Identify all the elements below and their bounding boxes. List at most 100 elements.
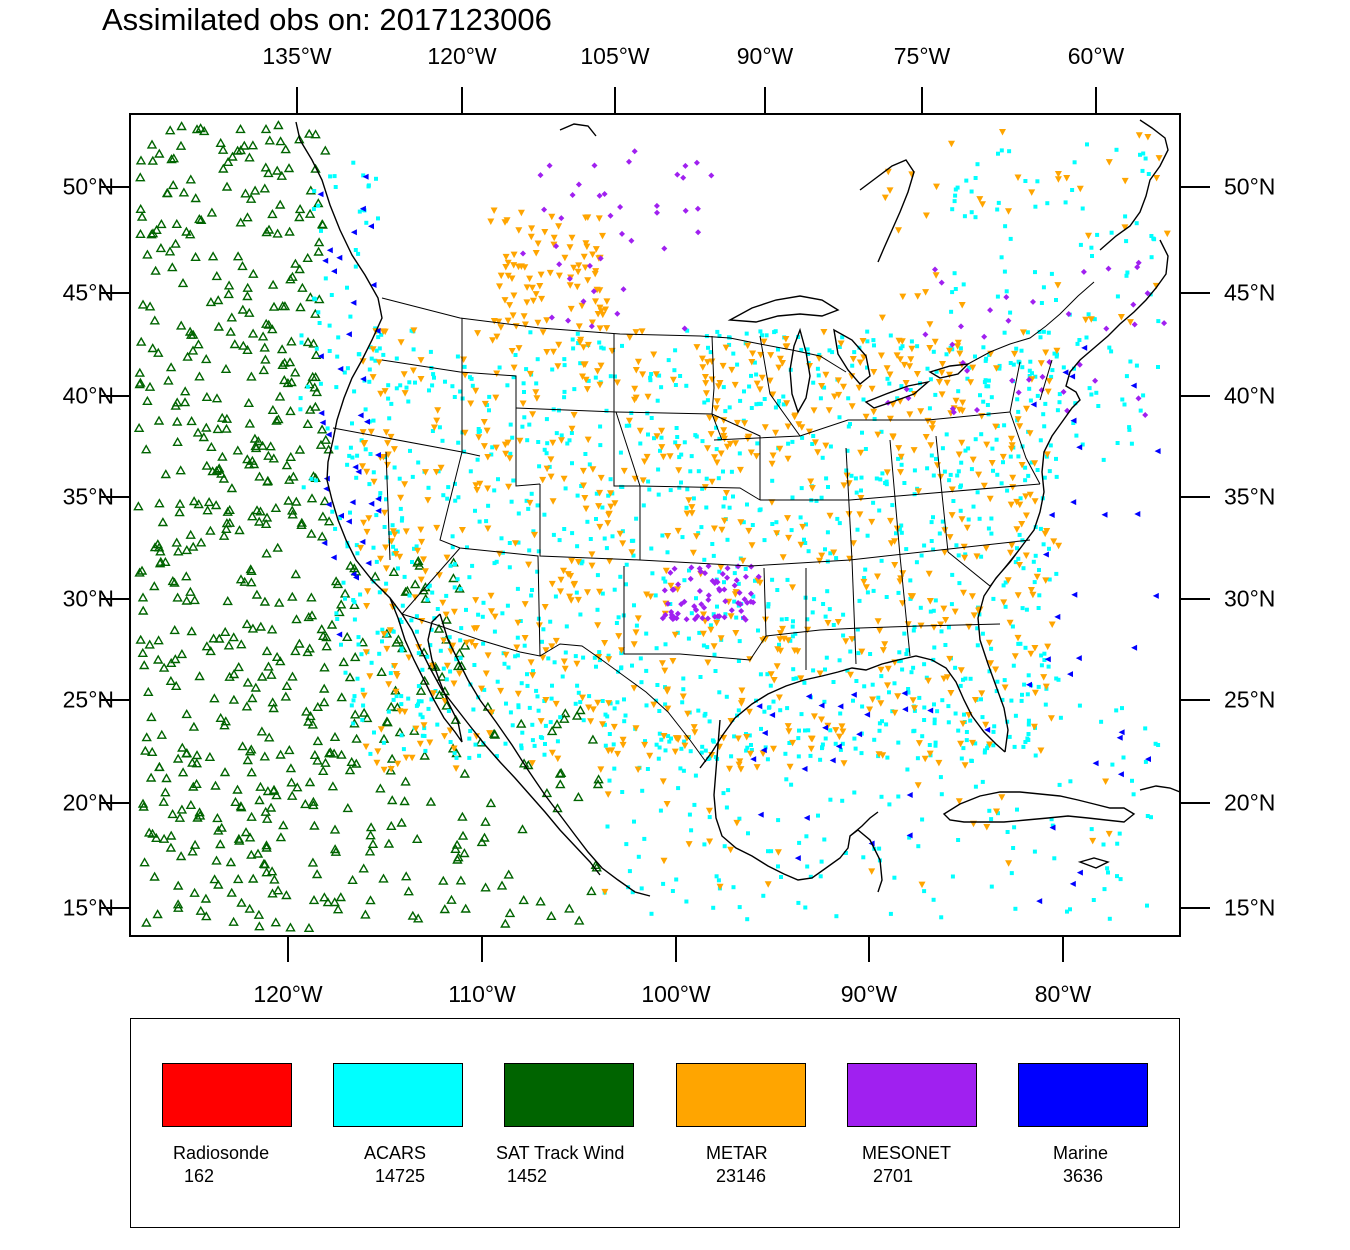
sat-wind-marker: [455, 875, 467, 885]
acars-marker: [380, 639, 384, 644]
marine-marker: [760, 747, 767, 754]
marine-marker: [1048, 512, 1055, 518]
mesonet-marker: [664, 600, 671, 607]
acars-marker: [655, 683, 660, 687]
acars-marker: [1127, 425, 1132, 430]
acars-marker: [602, 536, 607, 541]
acars-marker: [624, 562, 629, 567]
acars-marker: [578, 361, 583, 366]
metar-marker: [492, 444, 500, 452]
acars-marker: [682, 739, 687, 744]
acars-marker: [661, 576, 666, 581]
metar-marker: [955, 451, 963, 458]
acars-marker: [692, 802, 697, 807]
acars-marker: [714, 874, 719, 879]
acars-marker: [335, 617, 340, 621]
metar-marker: [820, 329, 828, 336]
acars-marker: [955, 185, 960, 190]
acars-marker: [897, 650, 902, 655]
metar-marker: [711, 454, 718, 461]
metar-marker: [523, 284, 531, 291]
sat-wind-marker: [271, 415, 282, 425]
metar-marker: [396, 708, 404, 715]
sat-wind-marker: [375, 783, 386, 793]
metar-marker: [891, 538, 899, 545]
metar-marker: [745, 527, 753, 535]
top-lon-label: 135°W: [262, 43, 332, 69]
metar-marker: [759, 750, 767, 757]
acars-marker: [817, 352, 822, 357]
metar-marker: [550, 241, 558, 249]
sat-wind-marker: [304, 643, 315, 653]
acars-marker: [751, 594, 756, 599]
acars-marker: [1010, 624, 1015, 629]
sat-wind-marker: [339, 588, 351, 598]
sat-wind-marker: [309, 749, 321, 759]
sat-wind-marker: [286, 790, 298, 800]
metar-marker: [1040, 674, 1048, 681]
metar-marker: [713, 619, 721, 627]
acars-marker: [682, 578, 687, 583]
acars-marker: [722, 580, 726, 585]
metar-marker: [412, 725, 420, 733]
metar-marker: [818, 552, 826, 560]
acars-marker: [963, 448, 968, 453]
right-lat-label: 40°N: [1224, 382, 1276, 409]
mesonet-marker: [569, 192, 576, 198]
acars-marker: [395, 566, 400, 571]
metar-marker: [619, 741, 627, 749]
acars-marker: [598, 424, 603, 429]
metar-marker: [941, 549, 949, 556]
top-lon-label: 60°W: [1067, 43, 1125, 69]
sat-wind-marker: [253, 516, 265, 526]
acars-marker: [973, 215, 978, 220]
acars-marker: [468, 729, 473, 733]
mesonet-marker: [950, 409, 957, 416]
metar-marker: [877, 700, 885, 707]
metar-marker: [808, 485, 816, 492]
acars-marker: [444, 677, 449, 682]
acars-marker: [298, 396, 303, 401]
metar-marker: [538, 295, 546, 303]
mesonet-marker: [716, 585, 722, 592]
marine-marker: [375, 507, 382, 514]
acars-marker: [947, 478, 952, 483]
metar-marker: [1105, 830, 1113, 838]
acars-marker: [781, 402, 786, 407]
acars-marker: [811, 434, 816, 438]
metar-marker: [933, 183, 940, 191]
acars-marker: [940, 446, 945, 451]
metar-marker: [683, 735, 691, 742]
metar-marker: [433, 524, 441, 532]
acars-marker: [394, 548, 398, 553]
sat-wind-marker: [234, 835, 245, 845]
acars-marker: [600, 699, 605, 703]
metar-marker: [897, 453, 905, 461]
acars-marker: [689, 828, 694, 833]
metar-marker: [650, 351, 658, 358]
sat-wind-marker: [234, 525, 245, 535]
mesonet-marker: [705, 596, 712, 603]
metar-marker: [359, 463, 366, 470]
acars-marker: [489, 452, 494, 457]
metar-marker: [723, 490, 730, 497]
sat-wind-marker: [306, 493, 318, 503]
metar-marker: [570, 582, 578, 589]
metar-marker: [510, 292, 518, 299]
marine-marker: [902, 706, 909, 713]
acars-marker: [402, 574, 407, 579]
mesonet-marker: [671, 565, 678, 572]
sat-wind-marker: [480, 816, 491, 826]
acars-marker: [805, 864, 810, 869]
acars-marker: [950, 874, 955, 879]
metar-marker: [566, 593, 574, 601]
sat-wind-marker: [213, 321, 225, 331]
metar-marker: [706, 838, 714, 845]
acars-marker: [554, 431, 559, 436]
acars-marker: [700, 439, 705, 444]
acars-marker: [465, 545, 469, 550]
acars-marker: [408, 448, 412, 453]
mesonet-marker: [694, 205, 701, 212]
metar-marker: [366, 673, 374, 680]
sat-wind-marker: [292, 782, 303, 792]
